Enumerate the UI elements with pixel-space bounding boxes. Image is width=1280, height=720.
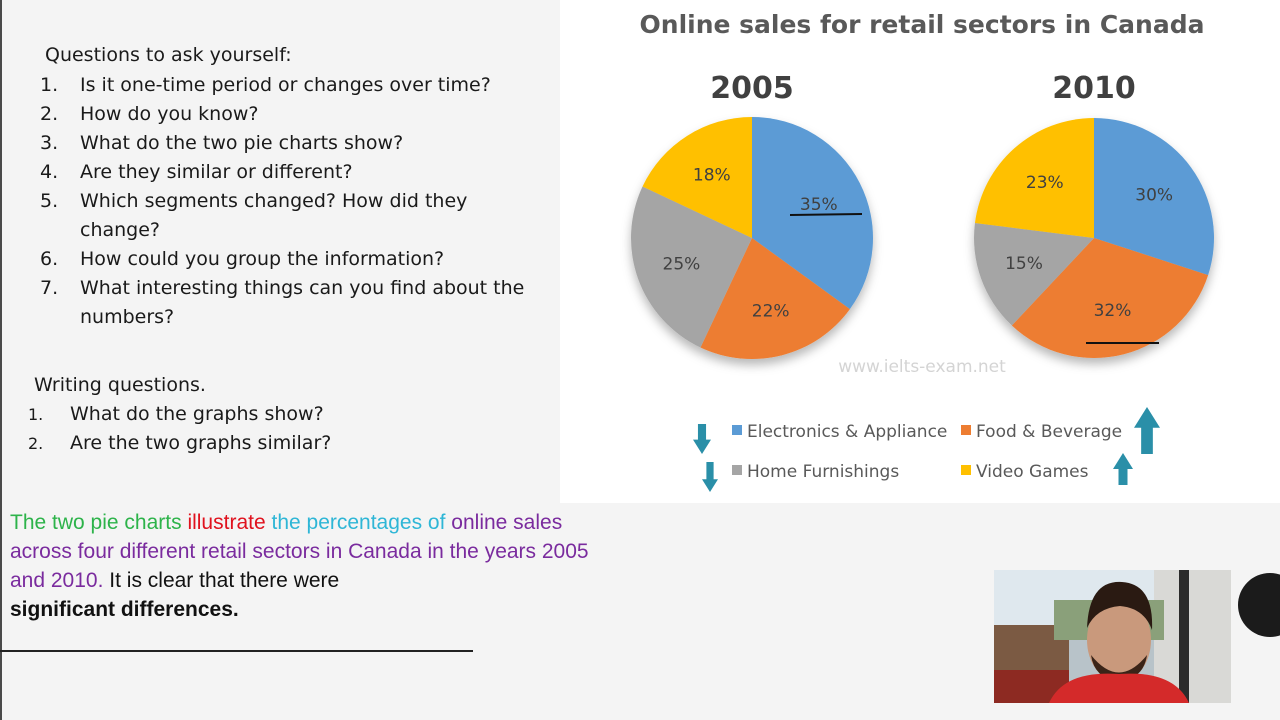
question-item-text: How do you know? — [80, 103, 259, 125]
question-item-number: 4. — [40, 161, 59, 183]
question-item-5: 5. Which segments changed? How did they c… — [38, 187, 538, 245]
pie-label-2010-3: 15% — [1005, 254, 1043, 274]
pie-slice-2005-food-beverage — [700, 238, 850, 359]
watermark: www.ielts-exam.net — [838, 357, 1006, 377]
question-item-text: What interesting things can you find abo… — [80, 277, 525, 328]
question-item-text: Is it one-time period or changes over ti… — [80, 74, 491, 96]
pie-slice-2010-video-games — [974, 118, 1094, 238]
pie-label-2005-1: 35% — [800, 195, 838, 215]
writing-question-item-text: What do the graphs show? — [70, 403, 324, 425]
up-arrow-video-games-icon — [1113, 453, 1133, 485]
legend-swatch-3 — [732, 465, 742, 475]
summary-emphasis: significant differences. — [10, 598, 239, 621]
writing-question-item-2: 2. Are the two graphs similar? — [28, 429, 448, 458]
writing-question-item-1: 1. What do the graphs show? — [28, 400, 448, 429]
question-item-7: 7. What interesting things can you find a… — [38, 274, 538, 332]
summary-rule — [0, 650, 473, 652]
pie-slice-2005-video-games — [642, 117, 752, 238]
pie-label-2010-4: 23% — [1026, 173, 1064, 193]
down-arrow-electronics-icon — [693, 424, 711, 454]
webcam-feed — [994, 570, 1231, 703]
question-item-number: 2. — [40, 103, 59, 125]
question-item-text: How could you group the information? — [80, 248, 445, 270]
question-item-2: 2. How do you know? — [38, 100, 538, 129]
question-item-6: 6. How could you group the information? — [38, 245, 538, 274]
pie-label-2010-2: 32% — [1094, 301, 1132, 321]
question-item-number: 1. — [40, 74, 59, 96]
pie-year-2005: 2005 — [710, 71, 794, 106]
question-item-1: 1. Is it one-time period or changes over … — [38, 71, 538, 100]
questions-heading: Questions to ask yourself: — [45, 44, 292, 66]
pie-slice-2010-food-beverage — [1011, 238, 1209, 359]
question-item-number: 3. — [40, 132, 59, 154]
pie-charts: Online sales for retail sectors in Canad… — [631, 10, 1215, 492]
teacher-annotations — [693, 213, 1160, 492]
legend-label-4: Video Games — [976, 462, 1089, 482]
down-arrow-home-furnishings-icon — [702, 462, 718, 492]
pie-slice-2005-electronics-appliance — [752, 117, 873, 310]
up-arrow-food-beverage-icon — [1134, 407, 1160, 454]
summary-paragraph: The two pie charts illustrate the percen… — [10, 508, 620, 624]
summary-details: online sales across four different retai… — [10, 511, 589, 592]
pie-year-2010: 2010 — [1052, 71, 1136, 106]
pie-slice-2005-home-furnishings — [631, 186, 752, 348]
chart-title: Online sales for retail sectors in Canad… — [640, 10, 1205, 39]
writing-question-item-number: 2. — [28, 434, 44, 453]
writing-question-item-text: Are the two graphs similar? — [70, 432, 332, 454]
chart-legend: Electronics & Appliance Food & Beverage Ho… — [732, 422, 1122, 482]
pie-2010 — [974, 117, 1215, 359]
questions-list: 1. Is it one-time period or changes over … — [38, 71, 538, 332]
summary-subject: The two pie charts — [10, 511, 182, 534]
legend-label-3: Home Furnishings — [747, 462, 899, 482]
pie-slice-2010-home-furnishings — [974, 222, 1094, 326]
summary-object: the percentages of — [271, 511, 446, 534]
question-item-text: Which segments changed? How did they cha… — [80, 190, 468, 241]
pies-group: 2005 35% 22% 25% 18% 2010 30% 32% 15% 23% — [631, 71, 1215, 359]
question-item-3: 3. What do the two pie charts show? — [38, 129, 538, 158]
writing-question-item-number: 1. — [28, 405, 44, 424]
legend-swatch-1 — [732, 425, 742, 435]
pie-label-2010-1: 30% — [1135, 185, 1173, 205]
legend-swatch-4 — [961, 465, 971, 475]
slide-left-border — [0, 0, 2, 720]
question-item-text: What do the two pie charts show? — [80, 132, 404, 154]
summary-overview: It is clear that there were — [109, 569, 340, 592]
pie-2005 — [631, 117, 873, 359]
writing-questions-list: 1. What do the graphs show? 2. Are the two … — [28, 400, 448, 458]
pie-label-2005-3: 25% — [663, 254, 701, 274]
question-item-number: 5. — [40, 190, 59, 212]
legend-swatch-2 — [961, 425, 971, 435]
question-item-number: 6. — [40, 248, 59, 270]
legend-label-1: Electronics & Appliance — [747, 422, 947, 442]
question-item-4: 4. Are they similar or different? — [38, 158, 538, 187]
underline-2005-electronics — [789, 213, 863, 216]
question-item-text: Are they similar or different? — [80, 161, 353, 183]
question-item-number: 7. — [40, 277, 59, 299]
summary-verb: illustrate — [187, 511, 266, 534]
pie-label-2005-4: 18% — [693, 166, 731, 186]
pie-slice-2010-electronics-appliance — [1094, 117, 1215, 276]
pie-label-2005-2: 22% — [752, 302, 790, 322]
writing-questions-heading: Writing questions. — [34, 374, 206, 396]
legend-label-2: Food & Beverage — [976, 422, 1122, 442]
